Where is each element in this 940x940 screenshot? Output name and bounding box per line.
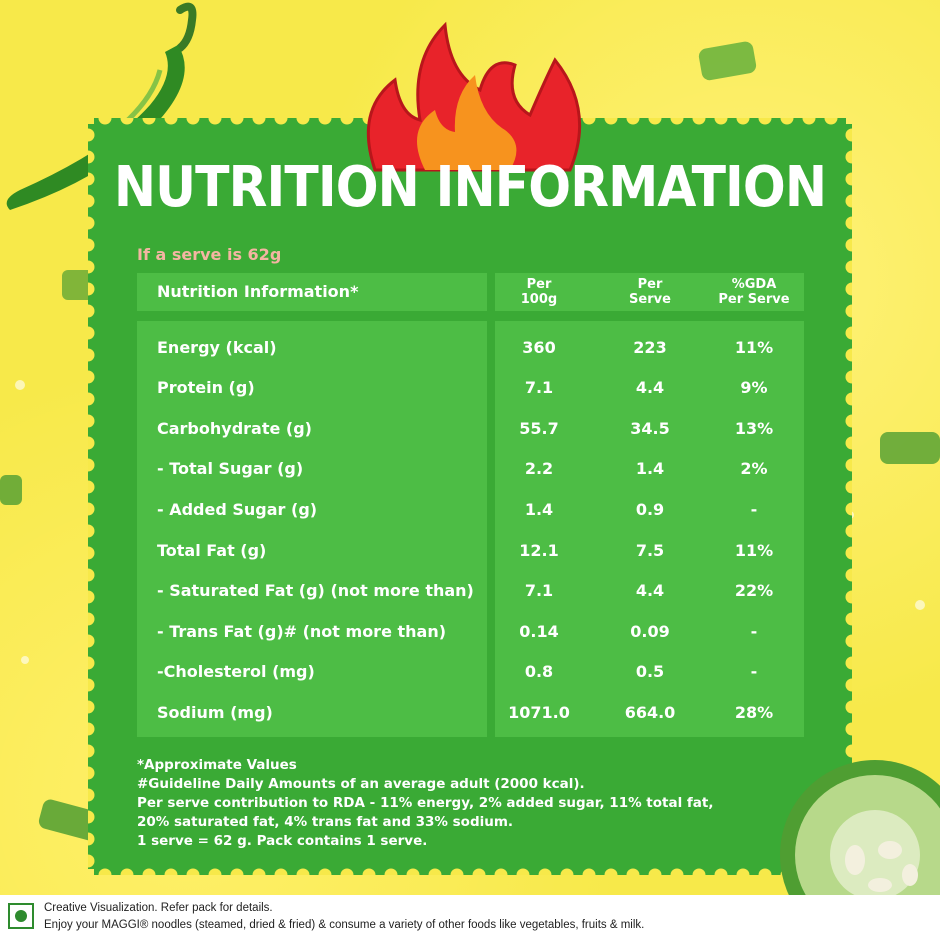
row-label: Sodium (mg) (157, 703, 273, 722)
scallop-left (88, 124, 101, 869)
row-label: - Total Sugar (g) (157, 459, 304, 478)
cell-gda: - (750, 662, 758, 681)
cell-gda: 11% (734, 541, 774, 560)
column-header-per-serve: Per Serve (600, 277, 700, 307)
flame-icon (366, 21, 582, 172)
cell-gda: 11% (734, 338, 774, 357)
header-values-cell (495, 273, 804, 311)
scallop-bottom (94, 862, 846, 875)
cell-per-100g: 12.1 (519, 541, 559, 560)
cell-per-100g: 55.7 (519, 419, 559, 438)
cell-per-serve: 4.4 (635, 581, 665, 600)
sliced-chili-icon (780, 760, 940, 925)
veg-mark-icon (8, 903, 34, 929)
cell-per-serve: 0.09 (630, 622, 670, 641)
disclaimer-line1: Creative Visualization. Refer pack for d… (44, 902, 273, 914)
cell-gda: 28% (734, 703, 774, 722)
cell-gda: - (750, 622, 758, 641)
column-header-gda-line1: %GDA (731, 277, 777, 292)
footnote-line: *Approximate Values (137, 757, 297, 773)
cell-per-100g: 1071.0 (508, 703, 570, 722)
cell-per-serve: 223 (633, 338, 667, 357)
column-header-per-100g: Per 100g (489, 277, 589, 307)
table-header-label: Nutrition Information* (157, 282, 359, 301)
cell-per-serve: 0.5 (635, 662, 665, 681)
cell-per-serve: 664.0 (624, 703, 676, 722)
row-label: - Trans Fat (g)# (not more than) (157, 622, 447, 641)
cell-per-100g: 7.1 (524, 378, 554, 397)
row-label: - Added Sugar (g) (157, 500, 318, 519)
cell-per-serve: 7.5 (635, 541, 665, 560)
footnote-line: 1 serve = 62 g. Pack contains 1 serve. (137, 833, 428, 849)
row-label: Protein (g) (157, 378, 255, 397)
cell-gda: 13% (734, 419, 774, 438)
cell-gda: 9% (740, 378, 768, 397)
body-label-cell (137, 321, 487, 737)
cell-per-serve: 34.5 (630, 419, 670, 438)
column-header-per-serve-line1: Per (637, 277, 663, 292)
cell-per-100g: 0.14 (519, 622, 559, 641)
footnote-line: 20% saturated fat, 4% trans fat and 33% … (137, 814, 514, 830)
disclaimer-bar (0, 895, 940, 940)
scallop-right (839, 124, 852, 869)
cell-per-serve: 4.4 (635, 378, 665, 397)
disclaimer-line2: Enjoy your MAGGI® noodles (steamed, drie… (44, 919, 645, 931)
footnotes: *Approximate Values #Guideline Daily Amo… (137, 756, 714, 851)
cell-gda: 22% (734, 581, 774, 600)
cell-per-100g: 1.4 (524, 500, 554, 519)
column-header-per-serve-line2: Serve (629, 292, 671, 307)
serve-note: If a serve is 62g (137, 245, 282, 264)
disclaimer: Creative Visualization. Refer pack for d… (44, 900, 644, 934)
footnote-line: #Guideline Daily Amounts of an average a… (137, 776, 585, 792)
page-title: NUTRITION INFORMATION (113, 155, 827, 220)
veg-dot (15, 910, 27, 922)
column-header-gda: %GDA Per Serve (704, 277, 804, 307)
column-header-gda-line2: Per Serve (718, 292, 790, 307)
cell-per-100g: 360 (522, 338, 556, 357)
row-label: Total Fat (g) (157, 541, 267, 560)
column-header-per-100g-line1: Per (526, 277, 552, 292)
cell-per-100g: 0.8 (524, 662, 554, 681)
footnote-line: Per serve contribution to RDA - 11% ener… (137, 795, 714, 811)
row-label: - Saturated Fat (g) (not more than) (157, 581, 474, 600)
column-header-per-100g-line2: 100g (520, 292, 558, 307)
cell-per-100g: 2.2 (524, 459, 554, 478)
row-label: -Cholesterol (mg) (157, 662, 315, 681)
header-label-cell (137, 273, 487, 311)
row-label: Carbohydrate (g) (157, 419, 312, 438)
cell-per-serve: 1.4 (635, 459, 665, 478)
cell-gda: 2% (740, 459, 768, 478)
cell-per-100g: 7.1 (524, 581, 554, 600)
cell-per-serve: 0.9 (635, 500, 665, 519)
body-values-cell (495, 321, 804, 737)
row-label: Energy (kcal) (157, 338, 277, 357)
cell-gda: - (750, 500, 758, 519)
